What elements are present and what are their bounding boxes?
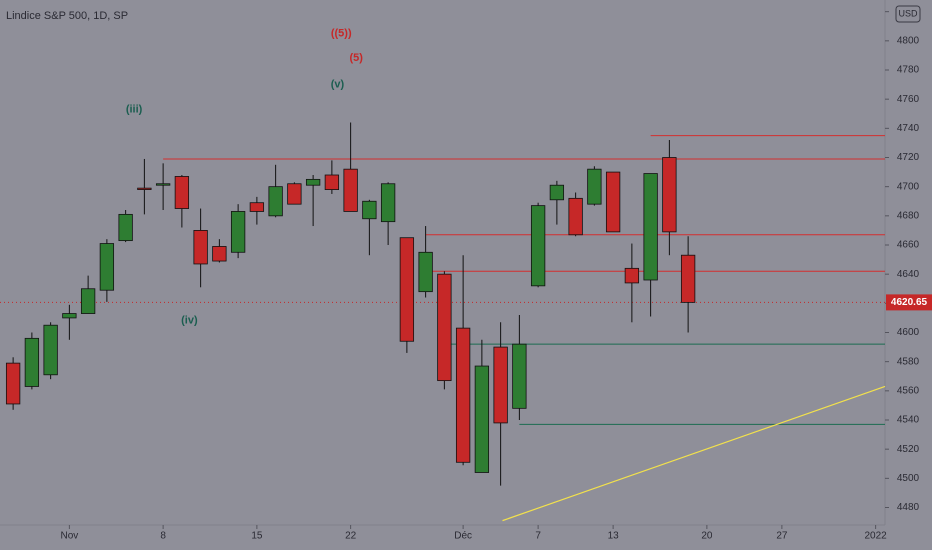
x-tick-label: 7 xyxy=(535,531,541,542)
y-tick-label: 4720 xyxy=(897,152,920,163)
candle-body xyxy=(624,267,640,284)
candle-body xyxy=(474,365,490,473)
candle-body xyxy=(662,157,677,233)
currency-label: USD xyxy=(898,8,918,18)
last-price-label: 4620.65 xyxy=(891,297,928,308)
x-tick-label: 8 xyxy=(160,531,166,542)
y-tick-label: 4800 xyxy=(897,35,920,46)
candle-body xyxy=(643,173,658,281)
candle-body xyxy=(212,246,227,262)
candle-body xyxy=(362,200,377,220)
wave-label: (v) xyxy=(331,78,345,90)
wave-label: ((5)) xyxy=(331,27,352,39)
x-tick-label: 27 xyxy=(776,531,788,542)
candle-body xyxy=(155,183,171,186)
y-tick-label: 4600 xyxy=(897,327,920,338)
candle-body xyxy=(62,313,77,319)
candle-body xyxy=(530,205,546,287)
candle-body xyxy=(587,168,602,205)
candle-body xyxy=(418,251,433,293)
candle-body xyxy=(287,183,302,205)
candle-body xyxy=(512,343,527,409)
currency-box xyxy=(895,5,921,23)
y-tick-label: 4500 xyxy=(897,473,920,484)
candle-body xyxy=(118,213,133,242)
y-tick-label: 4580 xyxy=(897,356,920,367)
y-tick-label: 4780 xyxy=(897,65,920,76)
candle-body xyxy=(549,184,565,201)
candle-body xyxy=(455,327,471,463)
x-tick-label: 22 xyxy=(345,531,357,542)
y-tick-label: 4700 xyxy=(897,181,920,192)
candle-body xyxy=(437,273,452,382)
candle-body xyxy=(5,362,21,405)
y-tick-label: 4560 xyxy=(897,385,920,396)
candle-body xyxy=(137,187,152,190)
y-tick-label: 4520 xyxy=(897,444,920,455)
y-tick-label: 4760 xyxy=(897,94,920,105)
y-tick-label: 4480 xyxy=(897,502,920,513)
candle-body xyxy=(80,288,96,314)
candle-body xyxy=(230,211,246,253)
candle-body xyxy=(174,176,190,209)
candle-body xyxy=(305,178,321,186)
candle-body xyxy=(24,337,40,387)
chart-title: Lindice S&P 500, 1D, SP xyxy=(6,10,128,22)
y-tick-label: 4640 xyxy=(897,269,920,280)
y-tick-label: 4660 xyxy=(897,240,920,251)
x-tick-label: 2022 xyxy=(865,531,888,542)
candle-body xyxy=(493,346,508,424)
y-tick-label: 4540 xyxy=(897,415,920,426)
candle-body xyxy=(680,254,696,303)
candle-body xyxy=(249,202,265,212)
candle-body xyxy=(193,230,208,265)
x-tick-label: Nov xyxy=(60,531,78,542)
x-tick-label: 13 xyxy=(608,531,620,542)
x-tick-label: Déc xyxy=(454,531,472,542)
x-tick-label: 15 xyxy=(251,531,263,542)
trendline xyxy=(502,385,886,522)
candle-body xyxy=(43,324,58,376)
candle-body xyxy=(268,186,283,217)
wave-label: (iii) xyxy=(126,103,143,115)
y-tick-label: 4740 xyxy=(897,123,920,134)
candle-body xyxy=(324,174,340,190)
candle-body xyxy=(343,168,358,212)
wave-label: (iv) xyxy=(181,315,198,327)
candle-body xyxy=(568,197,583,236)
x-tick-label: 20 xyxy=(701,531,713,542)
last-price-box xyxy=(886,294,932,311)
candle-body xyxy=(605,171,621,233)
candle-body xyxy=(380,183,396,223)
candle-body xyxy=(99,243,115,291)
candle-body xyxy=(399,237,415,342)
wave-label: (5) xyxy=(350,52,364,64)
y-tick-label: 4680 xyxy=(897,210,920,221)
